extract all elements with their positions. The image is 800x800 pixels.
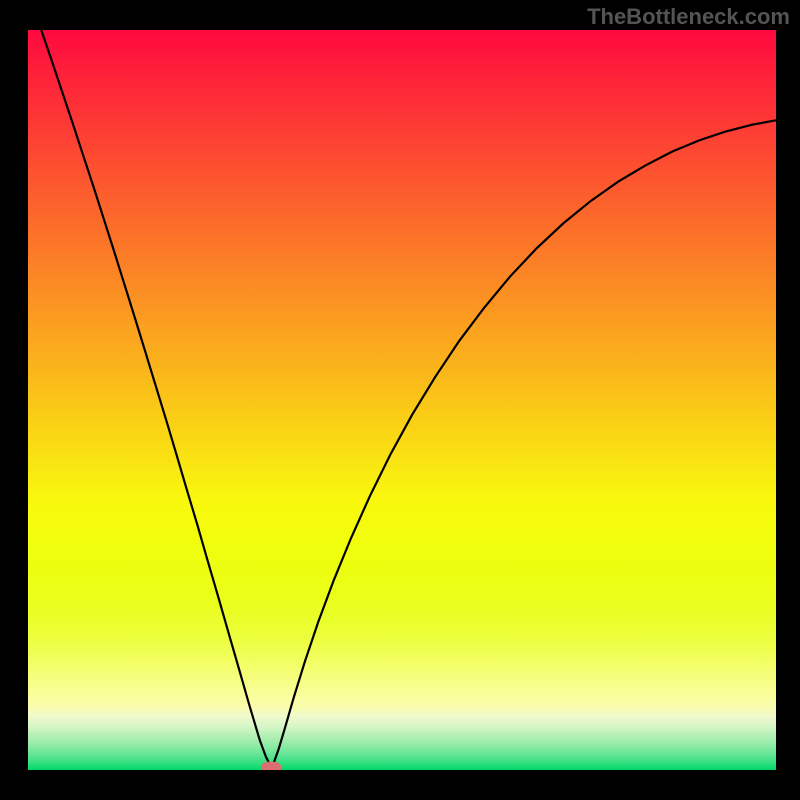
optimum-marker [261,762,281,770]
plot-area [28,30,776,770]
gradient-background [28,30,776,770]
bottleneck-chart: { "watermark": { "text": "TheBottleneck.… [0,0,800,800]
watermark-text: TheBottleneck.com [587,4,790,30]
